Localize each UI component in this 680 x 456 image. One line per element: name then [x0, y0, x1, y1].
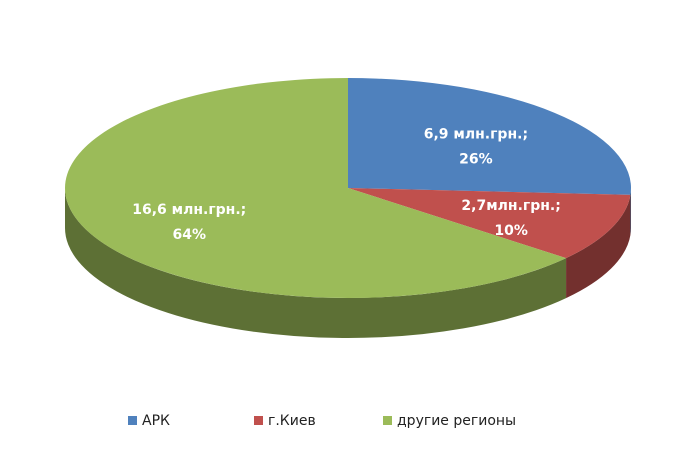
legend-swatch [383, 416, 392, 425]
value-label: 26% [459, 151, 493, 167]
slice-side [65, 188, 567, 339]
amount-label: 16,6 млн.грн.; [132, 202, 246, 218]
slice-side [630, 188, 631, 235]
slice-side [566, 194, 631, 299]
legend-swatch [254, 416, 263, 425]
slice [65, 78, 567, 299]
amount-label: 2,7млн.грн.; [461, 198, 560, 214]
legend-label: г.Киев [268, 413, 316, 429]
slice [348, 188, 631, 259]
legend-swatch [128, 416, 137, 425]
value-label: 64% [172, 227, 206, 243]
legend-label: АРК [142, 413, 170, 429]
amount-label: 6,9 млн.грн.; [424, 126, 528, 142]
slice [348, 78, 631, 195]
legend-label: другие регионы [397, 413, 516, 429]
value-label: 10% [494, 223, 528, 239]
